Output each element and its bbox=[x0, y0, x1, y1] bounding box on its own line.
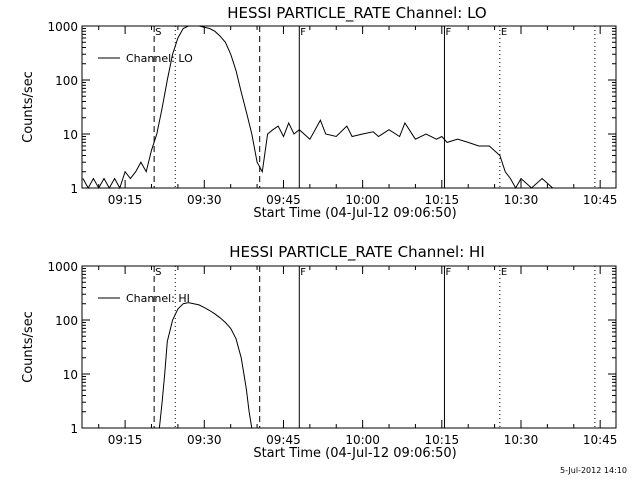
x-tick-label: 09:30 bbox=[187, 193, 222, 207]
plot-frame bbox=[81, 265, 617, 429]
x-tick-label: 09:30 bbox=[187, 433, 222, 447]
event-marker-label: S bbox=[155, 267, 161, 278]
legend-label: Channel: HI bbox=[126, 292, 190, 305]
event-marker-label: F bbox=[445, 267, 451, 278]
x-tick-label: 10:00 bbox=[345, 193, 380, 207]
chart-title: HESSI PARTICLE_RATE Channel: HI bbox=[229, 243, 485, 262]
x-axis-label: Start Time (04-Jul-12 09:06:50) bbox=[253, 446, 456, 461]
y-axis-label: Counts/sec bbox=[21, 311, 36, 383]
x-tick-label: 10:45 bbox=[583, 193, 618, 207]
y-tick-label: 10 bbox=[63, 128, 78, 142]
x-tick-label: 10:45 bbox=[583, 433, 618, 447]
plot-frame bbox=[81, 25, 617, 189]
y-tick-label: 100 bbox=[55, 74, 78, 88]
x-tick-label: 10:15 bbox=[425, 433, 460, 447]
y-tick-label: 1 bbox=[70, 422, 78, 436]
x-tick-label: 10:00 bbox=[345, 433, 380, 447]
x-tick-label: 09:45 bbox=[266, 433, 301, 447]
series-line bbox=[82, 25, 564, 190]
y-axis-label: Counts/sec bbox=[21, 71, 36, 143]
panel-channel-lo: HESSI PARTICLE_RATE Channel: LO 1 10 100 100… bbox=[21, 4, 617, 221]
x-tick-label: 10:15 bbox=[425, 193, 460, 207]
x-tick-label: 10:30 bbox=[504, 193, 539, 207]
y-tick-label: 10 bbox=[63, 368, 78, 382]
y-tick-label: 1000 bbox=[47, 20, 78, 34]
event-marker-label: E bbox=[501, 27, 507, 38]
x-tick-label: 09:45 bbox=[266, 193, 301, 207]
y-tick-label: 1 bbox=[70, 182, 78, 196]
chart-title: HESSI PARTICLE_RATE Channel: LO bbox=[227, 4, 486, 23]
event-marker-label: F bbox=[300, 267, 306, 278]
event-marker-label: S bbox=[155, 27, 161, 38]
series-line bbox=[158, 302, 253, 429]
y-tick-label: 100 bbox=[55, 314, 78, 328]
footer-timestamp: 5-Jul-2012 14:10 bbox=[560, 466, 627, 475]
x-axis-label: Start Time (04-Jul-12 09:06:50) bbox=[253, 206, 456, 221]
event-marker-label: E bbox=[501, 267, 507, 278]
event-marker-label: F bbox=[300, 27, 306, 38]
event-marker-label: F bbox=[445, 27, 451, 38]
legend-label: Channel: LO bbox=[126, 52, 193, 65]
panel-channel-hi: HESSI PARTICLE_RATE Channel: HI 1 10 100 100… bbox=[21, 243, 617, 461]
y-tick-label: 1000 bbox=[47, 260, 78, 274]
x-tick-label: 10:30 bbox=[504, 433, 539, 447]
x-tick-label: 09:15 bbox=[108, 433, 143, 447]
x-tick-label: 09:15 bbox=[108, 193, 143, 207]
